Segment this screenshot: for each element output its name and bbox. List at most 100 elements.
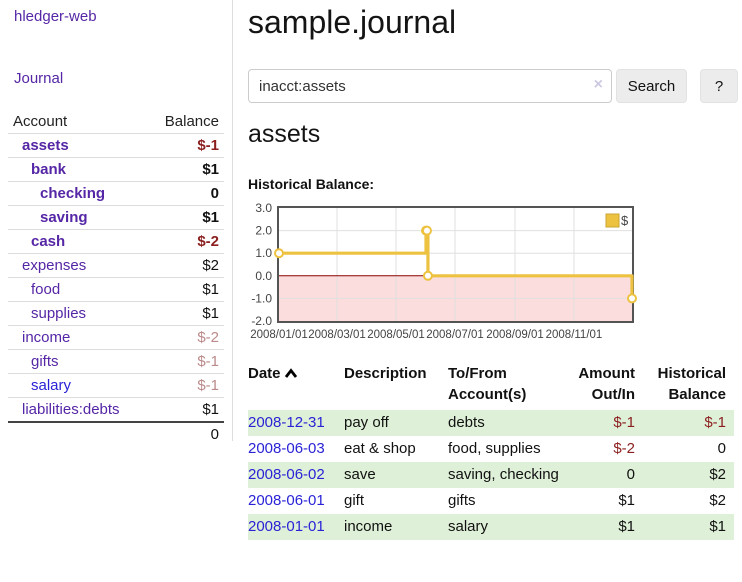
transaction-amount: $-2 bbox=[613, 440, 635, 457]
account-balance: $1 bbox=[202, 281, 219, 298]
brand-link[interactable]: hledger-web bbox=[14, 8, 97, 25]
help-button[interactable]: ? bbox=[700, 69, 738, 103]
clear-search-icon[interactable]: × bbox=[593, 76, 603, 93]
transaction-balance: $2 bbox=[709, 492, 726, 509]
account-link-checking[interactable]: checking bbox=[40, 185, 106, 202]
transaction-date-link[interactable]: 2008-06-02 bbox=[248, 466, 325, 483]
transaction-amount: 0 bbox=[626, 466, 635, 483]
account-link-saving[interactable]: saving bbox=[40, 209, 88, 226]
account-row-gifts: gifts $-1 bbox=[8, 349, 224, 373]
transaction-amount: $1 bbox=[618, 492, 635, 509]
svg-text:2008/03/01: 2008/03/01 bbox=[308, 329, 366, 341]
transaction-date-link[interactable]: 2008-06-01 bbox=[248, 492, 325, 509]
transaction-balance: $1 bbox=[709, 518, 726, 535]
date-column-label: Date bbox=[248, 365, 281, 382]
balance-column-header: Balance bbox=[164, 113, 219, 130]
account-column-header: Account bbox=[13, 113, 68, 130]
account-link-expenses[interactable]: expenses bbox=[22, 257, 87, 274]
register-row: 2008-01-01 income salary $1 $1 bbox=[248, 514, 734, 540]
account-row-supplies: supplies $1 bbox=[8, 301, 224, 325]
account-row-cash: cash $-2 bbox=[8, 229, 224, 253]
search-form: × bbox=[248, 69, 612, 103]
account-row-assets: assets $-1 bbox=[8, 133, 224, 157]
accounts-total-value: 0 bbox=[210, 425, 219, 443]
svg-text:2008/09/01: 2008/09/01 bbox=[486, 329, 544, 341]
account-balance: $1 bbox=[202, 401, 219, 418]
chart-heading: Historical Balance: bbox=[248, 176, 375, 192]
transaction-balance: 0 bbox=[717, 440, 726, 457]
transaction-accounts: gifts bbox=[448, 492, 476, 509]
transaction-date-link[interactable]: 2008-12-31 bbox=[248, 414, 325, 431]
account-balance: $1 bbox=[202, 209, 219, 226]
svg-text:2.0: 2.0 bbox=[255, 224, 272, 238]
column-header-amount: Amount Out/In bbox=[578, 365, 635, 403]
account-link-bank[interactable]: bank bbox=[31, 161, 67, 178]
search-input[interactable] bbox=[248, 69, 612, 103]
svg-text:2008/01/01: 2008/01/01 bbox=[250, 329, 308, 341]
transaction-date-link[interactable]: 2008-01-01 bbox=[248, 518, 325, 535]
transaction-balance: $-1 bbox=[704, 414, 726, 431]
accounts-total-row: 0 bbox=[8, 421, 224, 445]
svg-text:-1.0: -1.0 bbox=[251, 291, 272, 305]
account-balance: $-2 bbox=[197, 329, 219, 346]
account-balance: $1 bbox=[202, 161, 219, 178]
account-balance: 0 bbox=[210, 185, 219, 202]
account-link-income[interactable]: income bbox=[22, 329, 71, 346]
register-row: 2008-12-31 pay off debts $-1 $-1 bbox=[248, 410, 734, 436]
transaction-date-link[interactable]: 2008-06-03 bbox=[248, 440, 325, 457]
transaction-description: pay off bbox=[344, 414, 389, 431]
svg-text:-2.0: -2.0 bbox=[251, 314, 272, 328]
transaction-balance: $2 bbox=[709, 466, 726, 483]
account-link-cash[interactable]: cash bbox=[31, 233, 66, 250]
transaction-accounts: food, supplies bbox=[448, 440, 541, 457]
column-header-date[interactable]: Date bbox=[248, 361, 344, 410]
account-balance: $-1 bbox=[197, 137, 219, 154]
transaction-description: save bbox=[344, 466, 376, 483]
register-row: 2008-06-02 save saving, checking 0 $2 bbox=[248, 462, 734, 488]
account-balance: $-1 bbox=[197, 377, 219, 394]
column-header-balance: Historical Balance bbox=[657, 365, 726, 403]
transaction-accounts: salary bbox=[448, 518, 489, 535]
transaction-description: eat & shop bbox=[344, 440, 416, 457]
account-page-title: assets bbox=[248, 120, 321, 148]
transaction-description: income bbox=[344, 518, 393, 535]
svg-text:$: $ bbox=[621, 213, 629, 228]
account-link-assets[interactable]: assets bbox=[22, 137, 69, 154]
transaction-amount: $-1 bbox=[613, 414, 635, 431]
account-row-income: income $-2 bbox=[8, 325, 224, 349]
account-balance: $1 bbox=[202, 305, 219, 322]
register-row: 2008-06-01 gift gifts $1 $2 bbox=[248, 488, 734, 514]
account-row-checking: checking 0 bbox=[8, 181, 224, 205]
transaction-accounts: debts bbox=[448, 414, 485, 431]
sidebar-item-journal[interactable]: Journal bbox=[14, 70, 64, 87]
sidebar: hledger-web Journal Account Balance asse… bbox=[0, 0, 233, 443]
column-header-accounts: To/From Account(s) bbox=[448, 365, 527, 403]
register-table: Date Description To/From Account(s) Amou… bbox=[248, 361, 734, 540]
account-link-salary[interactable]: salary bbox=[31, 377, 72, 394]
account-link-liabilities-debts[interactable]: liabilities:debts bbox=[22, 401, 120, 418]
account-link-food[interactable]: food bbox=[31, 281, 61, 298]
account-row-liabilities-debts: liabilities:debts $1 bbox=[8, 397, 224, 421]
accounts-balance-table: Account Balance assets $-1 bank $1 check… bbox=[8, 110, 224, 445]
sort-ascending-icon bbox=[284, 364, 298, 385]
account-row-bank: bank $1 bbox=[8, 157, 224, 181]
svg-text:2008/05/01: 2008/05/01 bbox=[367, 329, 425, 341]
account-row-salary: salary $-1 bbox=[8, 373, 224, 397]
transaction-amount: $1 bbox=[618, 518, 635, 535]
account-row-expenses: expenses $2 bbox=[8, 253, 224, 277]
account-balance: $2 bbox=[202, 257, 219, 274]
svg-text:0.0: 0.0 bbox=[255, 269, 272, 283]
page-title: sample.journal bbox=[248, 4, 457, 40]
search-button[interactable]: Search bbox=[616, 69, 687, 103]
register-row: 2008-06-03 eat & shop food, supplies $-2… bbox=[248, 436, 734, 462]
transaction-accounts: saving, checking bbox=[448, 466, 559, 483]
account-link-supplies[interactable]: supplies bbox=[31, 305, 87, 322]
register-header-row: Date Description To/From Account(s) Amou… bbox=[248, 361, 734, 410]
accounts-table-header: Account Balance bbox=[8, 110, 224, 133]
svg-text:2008/07/01: 2008/07/01 bbox=[426, 329, 484, 341]
account-balance: $-2 bbox=[197, 233, 219, 250]
account-link-gifts[interactable]: gifts bbox=[31, 353, 59, 370]
account-row-saving: saving $1 bbox=[8, 205, 224, 229]
column-header-description: Description bbox=[344, 365, 427, 382]
